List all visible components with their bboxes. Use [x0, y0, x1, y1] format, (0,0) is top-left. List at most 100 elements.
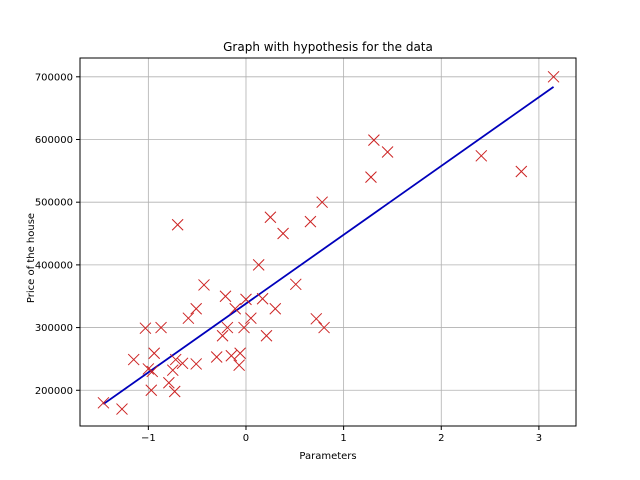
y-axis-ticks: 200000 300000 400000 500000 600000 700000 — [35, 72, 80, 397]
data-point-marker — [269, 302, 282, 315]
data-point-marker — [171, 218, 184, 231]
data-point-marker — [310, 312, 323, 325]
data-point-stroke — [171, 218, 184, 231]
data-point-marker — [547, 70, 560, 83]
hypothesis-line — [102, 86, 555, 405]
data-point-marker — [225, 349, 238, 362]
data-point-stroke — [365, 171, 377, 183]
data-point-stroke — [168, 385, 181, 398]
data-point-stroke — [169, 353, 182, 366]
data-point-marker — [475, 149, 488, 162]
data-point-stroke — [225, 349, 238, 362]
data-point-marker — [127, 353, 140, 366]
data-point-stroke — [116, 403, 128, 415]
data-point-marker — [198, 279, 210, 291]
x-axis-ticks: −1 0 1 2 3 — [141, 426, 542, 444]
data-point-stroke — [139, 322, 152, 335]
data-point-stroke — [229, 302, 242, 315]
y-tick-label: 300000 — [35, 323, 73, 334]
data-point-stroke — [221, 321, 234, 334]
data-point-marker — [289, 278, 302, 291]
data-point-stroke — [234, 347, 246, 360]
data-point-stroke — [182, 312, 195, 325]
data-point-marker — [233, 359, 246, 372]
data-point-stroke — [145, 384, 158, 397]
data-point-stroke — [304, 215, 317, 228]
data-point-stroke — [146, 365, 159, 378]
plot-frame — [79, 57, 577, 427]
data-point-marker — [381, 146, 394, 158]
data-point-marker — [162, 376, 175, 389]
data-point-marker — [169, 353, 182, 366]
data-point-marker — [190, 358, 203, 370]
data-point-marker — [256, 292, 269, 305]
data-point-stroke — [269, 302, 282, 315]
data-point-stroke — [381, 146, 394, 158]
data-point-marker — [97, 396, 110, 409]
data-point-marker — [368, 134, 380, 146]
data-point-stroke — [316, 196, 328, 209]
data-point-stroke — [166, 364, 179, 377]
data-point-stroke — [127, 353, 140, 366]
data-point-stroke — [176, 357, 189, 370]
data-point-marker — [216, 329, 229, 342]
data-point-stroke — [210, 351, 223, 363]
data-point-stroke — [264, 211, 277, 224]
data-point-marker — [139, 322, 152, 335]
data-point-stroke — [155, 321, 167, 334]
data-point-stroke — [245, 312, 257, 325]
y-axis-label: Price of the house — [26, 213, 37, 303]
x-tick-label: −1 — [141, 433, 156, 444]
data-point-marker — [155, 321, 167, 334]
y-tick-label: 200000 — [35, 386, 73, 397]
data-point-stroke — [216, 329, 229, 342]
data-point-marker — [146, 365, 159, 378]
data-point-marker — [142, 363, 155, 375]
data-point-marker — [277, 227, 289, 240]
data-point-marker — [221, 321, 234, 334]
data-point-marker — [238, 321, 250, 334]
grid — [80, 58, 576, 426]
y-tick-label: 600000 — [35, 135, 73, 146]
data-point-marker — [219, 290, 232, 303]
data-point-marker — [234, 347, 246, 360]
data-point-stroke — [547, 70, 560, 83]
data-point-stroke — [260, 329, 273, 342]
data-point-marker — [168, 385, 181, 398]
data-point-marker — [252, 259, 265, 271]
data-point-marker — [148, 347, 161, 360]
data-point-marker — [116, 403, 128, 415]
data-point-marker — [166, 364, 179, 377]
data-point-stroke — [233, 359, 246, 372]
data-point-marker — [264, 211, 277, 224]
data-point-stroke — [238, 321, 250, 334]
data-points-layer — [97, 70, 560, 415]
data-point-stroke — [148, 347, 161, 360]
y-tick-label: 700000 — [35, 72, 73, 83]
data-point-stroke — [240, 293, 252, 306]
data-point-marker — [145, 384, 158, 397]
data-point-stroke — [198, 279, 210, 291]
data-point-stroke — [162, 376, 175, 389]
hypothesis-line-layer — [102, 86, 555, 405]
x-tick-label: 1 — [340, 433, 346, 444]
data-point-marker — [190, 302, 203, 315]
data-point-marker — [304, 215, 317, 228]
x-tick-label: 2 — [438, 433, 444, 444]
data-point-marker — [210, 351, 223, 363]
data-point-stroke — [190, 302, 203, 315]
data-point-stroke — [318, 321, 330, 334]
data-point-stroke — [289, 278, 302, 291]
data-point-stroke — [97, 396, 110, 409]
data-point-marker — [365, 171, 377, 183]
data-point-marker — [515, 165, 528, 178]
x-tick-label: 0 — [243, 433, 249, 444]
data-point-stroke — [277, 227, 289, 240]
data-point-marker — [260, 329, 273, 342]
y-tick-label: 500000 — [35, 198, 73, 209]
x-tick-label: 3 — [536, 433, 542, 444]
data-point-stroke — [190, 358, 203, 370]
data-point-stroke — [310, 312, 323, 325]
